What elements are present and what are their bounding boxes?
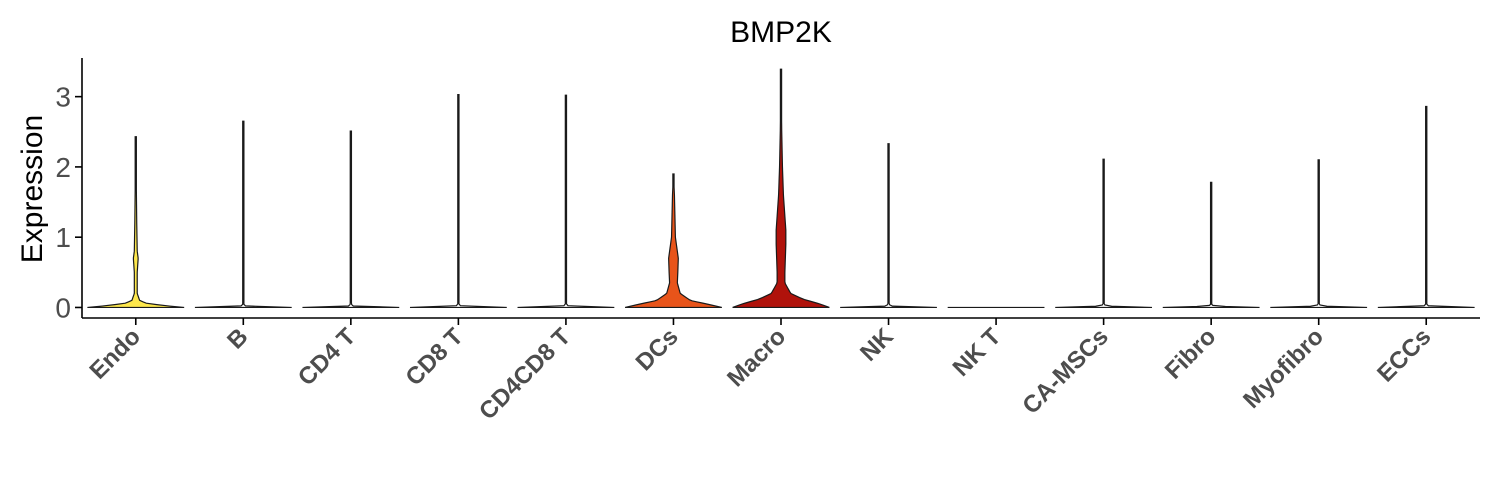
x-tick-label: NK T: [948, 323, 1007, 382]
violin-cd8-t: [409, 93, 507, 309]
y-tick-label: 0: [55, 292, 71, 323]
violin-ca-mscs: [1055, 158, 1153, 309]
x-tick-label: Macro: [722, 323, 791, 392]
y-tick-label: 3: [55, 82, 71, 113]
violin-macro: [732, 68, 830, 309]
violin-cd4cd8-t: [517, 94, 615, 309]
y-axis-label: Expression: [16, 115, 49, 263]
violin-nk: [840, 143, 937, 309]
x-tick-label: B: [222, 323, 253, 354]
violin-b: [194, 120, 292, 309]
x-tick-label: CD4 T: [293, 323, 361, 391]
x-tick-label: NK: [855, 323, 899, 367]
violin-fibro: [1162, 181, 1260, 309]
x-tick-label: Myofibro: [1238, 323, 1329, 414]
y-tick-label: 2: [55, 152, 71, 183]
violins-group: [87, 68, 1475, 309]
violin-eccs: [1377, 105, 1475, 309]
violin-cd4-t: [302, 130, 400, 309]
x-tick-label: CD8 T: [401, 323, 469, 391]
y-axis: 0 1 2 3: [55, 58, 83, 323]
x-tick-label: Fibro: [1160, 323, 1222, 385]
x-tick-label: ECCs: [1372, 323, 1436, 387]
violin-dcs: [624, 173, 722, 309]
violin-myofibro: [1270, 159, 1368, 309]
x-tick-label: CD4CD8 T: [474, 323, 576, 425]
x-tick-label: CA-MSCs: [1017, 323, 1113, 419]
chart-title: BMP2K: [730, 16, 832, 49]
x-tick-label: Endo: [84, 323, 146, 385]
y-tick-label: 1: [55, 222, 71, 253]
violin-endo: [87, 136, 185, 309]
x-tick-label: DCs: [631, 323, 684, 376]
x-axis: Endo B CD4 T CD8 T CD4CD8 T DCs Macro NK NK T CA-…: [82, 317, 1480, 425]
